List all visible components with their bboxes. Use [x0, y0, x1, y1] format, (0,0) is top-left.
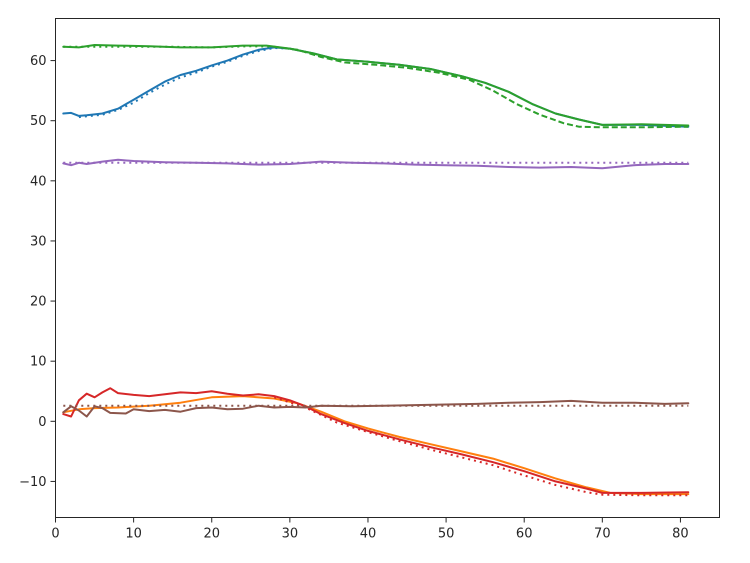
x-axis: 0 10 20 30 40 50 60 70 80: [51, 517, 689, 542]
series-line-2: [78, 47, 290, 119]
series-line-3: [62, 44, 690, 127]
series-line-11: [62, 399, 690, 418]
x-tick-label: 70: [594, 527, 611, 542]
x-tick-label: 40: [360, 527, 377, 542]
series-line-8: [62, 395, 690, 496]
series-line-5: [274, 45, 689, 129]
series-line-6: [62, 158, 690, 170]
series-line-4: [63, 45, 275, 49]
plot-frame: [55, 18, 720, 518]
x-tick-label: 20: [203, 527, 220, 542]
series-line-1: [62, 46, 690, 128]
y-tick-label: 60: [30, 54, 47, 69]
series-layer: [62, 44, 690, 497]
x-tick-label: 50: [438, 527, 455, 542]
y-tick-label: −10: [19, 475, 46, 490]
x-tick-label: 30: [282, 527, 299, 542]
y-axis: −10 0 10 20 30 40 50 60: [19, 54, 56, 490]
y-tick-label: 0: [38, 415, 46, 430]
series-line-9: [62, 387, 690, 494]
x-tick-label: 60: [516, 527, 533, 542]
y-tick-label: 50: [30, 114, 47, 129]
series-line-10: [273, 396, 689, 497]
x-tick-label: 0: [51, 527, 59, 542]
x-tick-label: 10: [125, 527, 142, 542]
y-tick-label: 20: [30, 295, 47, 310]
y-tick-label: 40: [30, 174, 47, 189]
x-tick-label: 80: [672, 527, 689, 542]
y-tick-label: 30: [30, 234, 47, 249]
y-tick-label: 10: [30, 355, 47, 370]
